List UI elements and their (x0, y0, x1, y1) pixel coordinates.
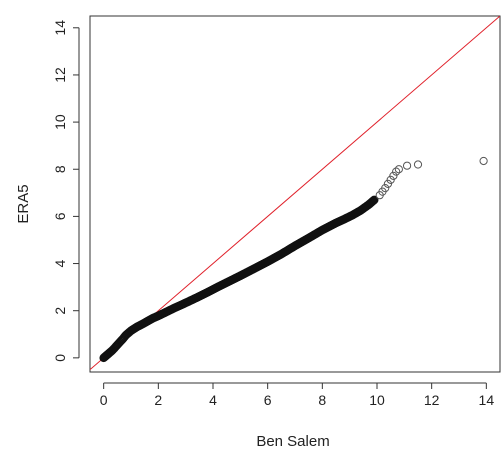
y-tick-label: 12 (52, 67, 68, 83)
plot-border (89, 15, 501, 373)
y-tick-label: 0 (52, 354, 68, 362)
x-tick-label: 0 (100, 392, 108, 408)
y-tick-label: 6 (52, 212, 68, 220)
data-point (394, 165, 403, 174)
data-point (386, 175, 395, 184)
y-tick-label: 10 (52, 114, 68, 130)
data-points-layer (99, 156, 488, 363)
x-axis-title: Ben Salem (256, 433, 329, 450)
x-tick-label: 14 (479, 392, 495, 408)
data-point (479, 156, 488, 166)
y-axis: 0 2 4 6 8 10 12 14 (52, 20, 80, 362)
x-tick-label: 2 (154, 392, 162, 408)
data-point (402, 161, 412, 170)
x-tick-label: 8 (318, 392, 326, 408)
data-point (370, 195, 379, 205)
y-tick-label: 4 (52, 259, 68, 267)
y-tick-label: 14 (52, 20, 68, 36)
y-axis-title: ERA5 (15, 184, 32, 223)
x-tick-label: 4 (209, 392, 217, 408)
plot-frame (89, 15, 501, 373)
y-tick-label: 2 (52, 307, 68, 315)
data-point (413, 160, 423, 169)
data-point (381, 184, 390, 193)
data-point (389, 171, 398, 180)
x-axis: 0 2 4 6 8 10 12 14 (100, 382, 495, 408)
y-tick-label: 8 (52, 165, 68, 173)
data-point (383, 179, 393, 188)
x-tick-label: 12 (424, 392, 440, 408)
data-point (392, 167, 401, 176)
x-tick-label: 6 (264, 392, 272, 408)
x-tick-label: 10 (369, 392, 385, 408)
